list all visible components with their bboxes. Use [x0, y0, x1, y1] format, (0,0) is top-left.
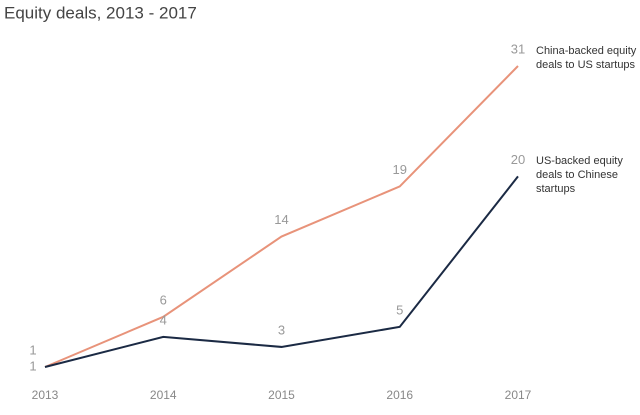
- x-tick-label: 2015: [268, 388, 295, 402]
- data-label: 5: [396, 302, 403, 317]
- series-line: [44, 175, 519, 368]
- series-label: China-backed equity deals to US startups: [536, 45, 637, 71]
- series-label: US-backed equity deals to Chinese startu…: [536, 155, 623, 196]
- data-label: 19: [393, 162, 407, 177]
- x-tick-label: 2017: [505, 388, 532, 402]
- x-tick-label: 2013: [32, 388, 59, 402]
- data-label: 31: [511, 41, 525, 56]
- chart-title: Equity deals, 2013 - 2017: [4, 3, 197, 22]
- data-label: 4: [160, 312, 167, 327]
- data-label: 1: [29, 358, 36, 373]
- data-label: 3: [278, 322, 285, 337]
- x-tick-label: 2016: [386, 388, 413, 402]
- data-label: 14: [274, 212, 288, 227]
- data-label: 20: [511, 152, 525, 167]
- x-tick-label: 2014: [150, 388, 177, 402]
- data-label: 1: [29, 342, 36, 357]
- series-line: [44, 65, 519, 368]
- data-label: 6: [160, 292, 167, 307]
